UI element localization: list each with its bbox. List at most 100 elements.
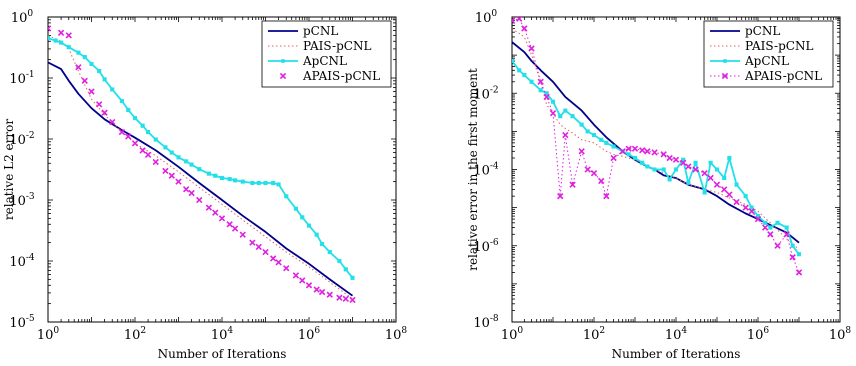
- data-point: [153, 137, 158, 142]
- data-point: [337, 258, 342, 264]
- data-point: [146, 129, 151, 135]
- data-point: [197, 167, 202, 172]
- data-point: [544, 91, 549, 96]
- data-point: [727, 155, 732, 161]
- data-point: [213, 173, 218, 178]
- data-point: [666, 154, 673, 162]
- data-point: [789, 254, 796, 261]
- x-axis-label: Number of Iterations: [612, 347, 741, 361]
- legend-entry: APAIS-pCNL: [279, 69, 380, 83]
- data-point: [625, 145, 632, 152]
- y-tick-base: 10: [473, 87, 490, 102]
- data-point: [632, 155, 638, 161]
- data-point: [212, 209, 219, 216]
- data-point: [549, 110, 557, 117]
- data-point: [645, 164, 650, 169]
- data-point: [182, 186, 190, 193]
- x-tick-label: 106: [747, 326, 770, 343]
- data-point: [713, 181, 721, 188]
- data-point: [673, 167, 679, 172]
- data-point: [521, 25, 528, 32]
- y-axis-label: relative L2 error: [2, 119, 16, 220]
- data-point: [144, 151, 152, 159]
- y-tick-base: 10: [9, 255, 26, 270]
- x-tick-base: 10: [37, 328, 54, 343]
- y-tick-exponent: -4: [26, 253, 35, 263]
- y-tick-exponent: -1: [26, 70, 35, 80]
- data-point: [722, 175, 727, 181]
- data-point: [585, 129, 590, 134]
- y-tick-base: 10: [473, 164, 490, 179]
- data-point: [537, 78, 544, 85]
- data-point: [512, 58, 515, 64]
- data-point: [97, 68, 102, 74]
- data-point: [538, 88, 543, 93]
- data-point: [132, 116, 138, 121]
- data-point: [598, 177, 605, 185]
- data-point: [743, 194, 748, 199]
- data-point: [162, 167, 169, 175]
- x-tick-base: 10: [385, 328, 402, 343]
- data-point: [292, 272, 300, 279]
- data-point: [326, 291, 333, 298]
- y-tick-label: 100: [11, 9, 34, 26]
- series-line: [48, 61, 354, 297]
- data-point: [275, 259, 282, 266]
- data-point: [603, 192, 610, 200]
- y-tick-base: 10: [9, 72, 26, 87]
- data-point: [667, 177, 672, 182]
- data-point: [59, 40, 64, 45]
- data-point: [231, 225, 239, 232]
- data-point: [250, 180, 255, 186]
- data-point: [205, 204, 213, 211]
- data-point: [227, 177, 232, 182]
- series-pais-pcnl: [48, 34, 353, 300]
- data-point: [163, 145, 168, 150]
- data-point: [784, 225, 789, 230]
- series-apais-pcnl: [512, 17, 803, 276]
- data-point: [692, 166, 699, 173]
- data-point: [762, 224, 769, 231]
- data-point: [306, 223, 312, 228]
- x-tick-exponent: 8: [401, 326, 407, 336]
- data-point: [590, 170, 598, 177]
- data-point: [570, 114, 575, 119]
- data-point: [82, 55, 87, 60]
- x-tick-exponent: 4: [227, 326, 233, 336]
- y-tick-label: 10-8: [473, 314, 499, 331]
- x-axis-label: Number of Iterations: [158, 347, 287, 361]
- data-point: [305, 282, 313, 289]
- data-point: [701, 170, 708, 177]
- data-point: [579, 122, 584, 127]
- x-tick-exponent: 8: [845, 326, 851, 336]
- data-point: [327, 250, 332, 255]
- data-point: [293, 206, 298, 211]
- data-point: [726, 191, 733, 198]
- x-tick-label: 104: [211, 326, 234, 343]
- legend-label: pCNL: [303, 24, 338, 38]
- x-tick-exponent: 2: [140, 326, 146, 336]
- data-point: [529, 79, 534, 84]
- data-point: [184, 159, 189, 164]
- x-tick-label: 106: [298, 326, 321, 343]
- data-point: [604, 140, 609, 145]
- data-point: [206, 171, 211, 176]
- data-point: [276, 182, 281, 187]
- x-tick-base: 10: [829, 328, 846, 343]
- data-point: [255, 243, 262, 251]
- data-point: [796, 252, 802, 257]
- data-point: [702, 190, 707, 195]
- data-point: [48, 25, 52, 32]
- data-point: [651, 149, 658, 156]
- data-point: [611, 144, 616, 149]
- legend-swatch-marker: [721, 72, 729, 80]
- data-point: [66, 45, 71, 50]
- data-point: [176, 155, 181, 160]
- legend-entry: pCNL: [710, 24, 780, 38]
- x-tick-base: 10: [665, 328, 682, 343]
- chart-relative-l2-error: 100 102 104 106 10810-510-410-310-210-1100Nu…: [2, 9, 407, 361]
- data-point: [680, 159, 687, 166]
- y-tick-exponent: 0: [27, 9, 33, 19]
- data-point: [263, 180, 268, 186]
